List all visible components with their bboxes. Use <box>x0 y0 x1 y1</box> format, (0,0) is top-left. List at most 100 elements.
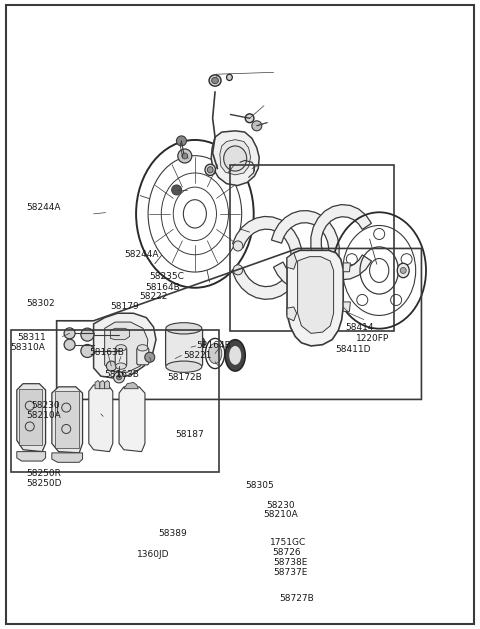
Circle shape <box>172 185 181 195</box>
Text: 58250D: 58250D <box>26 479 62 487</box>
Ellipse shape <box>116 345 126 351</box>
Polygon shape <box>95 381 100 389</box>
Ellipse shape <box>116 363 126 369</box>
Text: 1220FP: 1220FP <box>356 334 389 343</box>
Bar <box>55 391 79 448</box>
Ellipse shape <box>207 167 213 173</box>
Circle shape <box>177 136 186 146</box>
Polygon shape <box>94 313 156 379</box>
Polygon shape <box>119 387 145 452</box>
Circle shape <box>145 352 155 362</box>
Ellipse shape <box>137 345 148 351</box>
Circle shape <box>189 345 193 350</box>
Polygon shape <box>287 253 297 269</box>
Text: 58311: 58311 <box>17 333 46 342</box>
Ellipse shape <box>166 323 202 334</box>
Text: 58302: 58302 <box>26 299 55 308</box>
Ellipse shape <box>229 346 241 365</box>
Polygon shape <box>220 140 251 175</box>
Circle shape <box>173 356 178 361</box>
Circle shape <box>81 328 94 341</box>
Polygon shape <box>105 322 148 372</box>
Text: 58244A: 58244A <box>26 203 61 212</box>
Polygon shape <box>233 216 302 299</box>
Text: 58172B: 58172B <box>167 373 202 382</box>
Text: 58164B: 58164B <box>196 342 230 350</box>
Text: 58210A: 58210A <box>263 510 298 519</box>
Polygon shape <box>52 453 83 462</box>
Polygon shape <box>166 328 203 367</box>
Ellipse shape <box>166 361 202 372</box>
Polygon shape <box>298 257 334 333</box>
Text: 58726: 58726 <box>273 548 301 557</box>
Ellipse shape <box>224 146 247 171</box>
Ellipse shape <box>209 75 221 86</box>
Circle shape <box>170 353 180 364</box>
Circle shape <box>64 328 75 339</box>
Text: 58738E: 58738E <box>274 559 308 567</box>
Text: 58210A: 58210A <box>26 411 61 420</box>
Ellipse shape <box>208 343 222 364</box>
Ellipse shape <box>212 77 218 84</box>
Circle shape <box>114 372 124 383</box>
Text: 58305: 58305 <box>245 481 274 490</box>
Circle shape <box>64 339 75 350</box>
Text: 58727B: 58727B <box>279 594 314 603</box>
Text: 58222: 58222 <box>139 292 168 301</box>
Text: 58414: 58414 <box>346 323 374 331</box>
Ellipse shape <box>245 114 254 123</box>
Text: 58230: 58230 <box>266 501 295 509</box>
Polygon shape <box>110 328 130 340</box>
Circle shape <box>107 361 116 371</box>
Circle shape <box>252 121 262 131</box>
Circle shape <box>182 153 188 159</box>
Bar <box>11 330 219 472</box>
Ellipse shape <box>196 337 205 348</box>
Text: 58163B: 58163B <box>89 348 124 357</box>
Text: 1751GC: 1751GC <box>270 538 306 547</box>
Ellipse shape <box>233 241 243 251</box>
Text: 58737E: 58737E <box>274 568 308 577</box>
Bar <box>19 389 42 445</box>
Polygon shape <box>124 382 138 389</box>
Polygon shape <box>105 381 109 389</box>
Polygon shape <box>287 250 343 346</box>
Polygon shape <box>137 348 149 365</box>
Ellipse shape <box>397 263 409 277</box>
Polygon shape <box>17 452 46 461</box>
Polygon shape <box>89 385 113 452</box>
Circle shape <box>117 375 121 380</box>
Ellipse shape <box>225 340 245 371</box>
Circle shape <box>81 345 94 357</box>
Text: 58164B: 58164B <box>145 283 180 292</box>
Circle shape <box>178 149 192 163</box>
Text: 1360JD: 1360JD <box>137 550 169 559</box>
Polygon shape <box>287 307 297 321</box>
Polygon shape <box>100 381 105 389</box>
Polygon shape <box>343 302 350 311</box>
Text: 58179: 58179 <box>110 302 139 311</box>
Polygon shape <box>271 211 339 290</box>
Ellipse shape <box>227 74 232 81</box>
Text: 58187: 58187 <box>175 430 204 438</box>
Text: 58411D: 58411D <box>335 345 371 353</box>
Bar <box>230 165 394 331</box>
Text: 58389: 58389 <box>158 529 187 538</box>
Ellipse shape <box>205 164 216 175</box>
Ellipse shape <box>233 265 243 275</box>
Circle shape <box>400 267 406 274</box>
Polygon shape <box>211 131 259 186</box>
Polygon shape <box>115 348 127 366</box>
Polygon shape <box>52 387 83 453</box>
Text: 58310A: 58310A <box>11 343 46 352</box>
Circle shape <box>186 342 196 353</box>
Text: 58230: 58230 <box>31 401 60 410</box>
Polygon shape <box>343 263 350 272</box>
Text: 58250R: 58250R <box>26 469 61 478</box>
Polygon shape <box>311 204 372 280</box>
Polygon shape <box>17 384 46 452</box>
Text: 58221: 58221 <box>183 351 212 360</box>
Text: 58235C: 58235C <box>150 272 185 281</box>
Text: 58163B: 58163B <box>105 370 140 379</box>
Text: 58244A: 58244A <box>124 250 158 259</box>
